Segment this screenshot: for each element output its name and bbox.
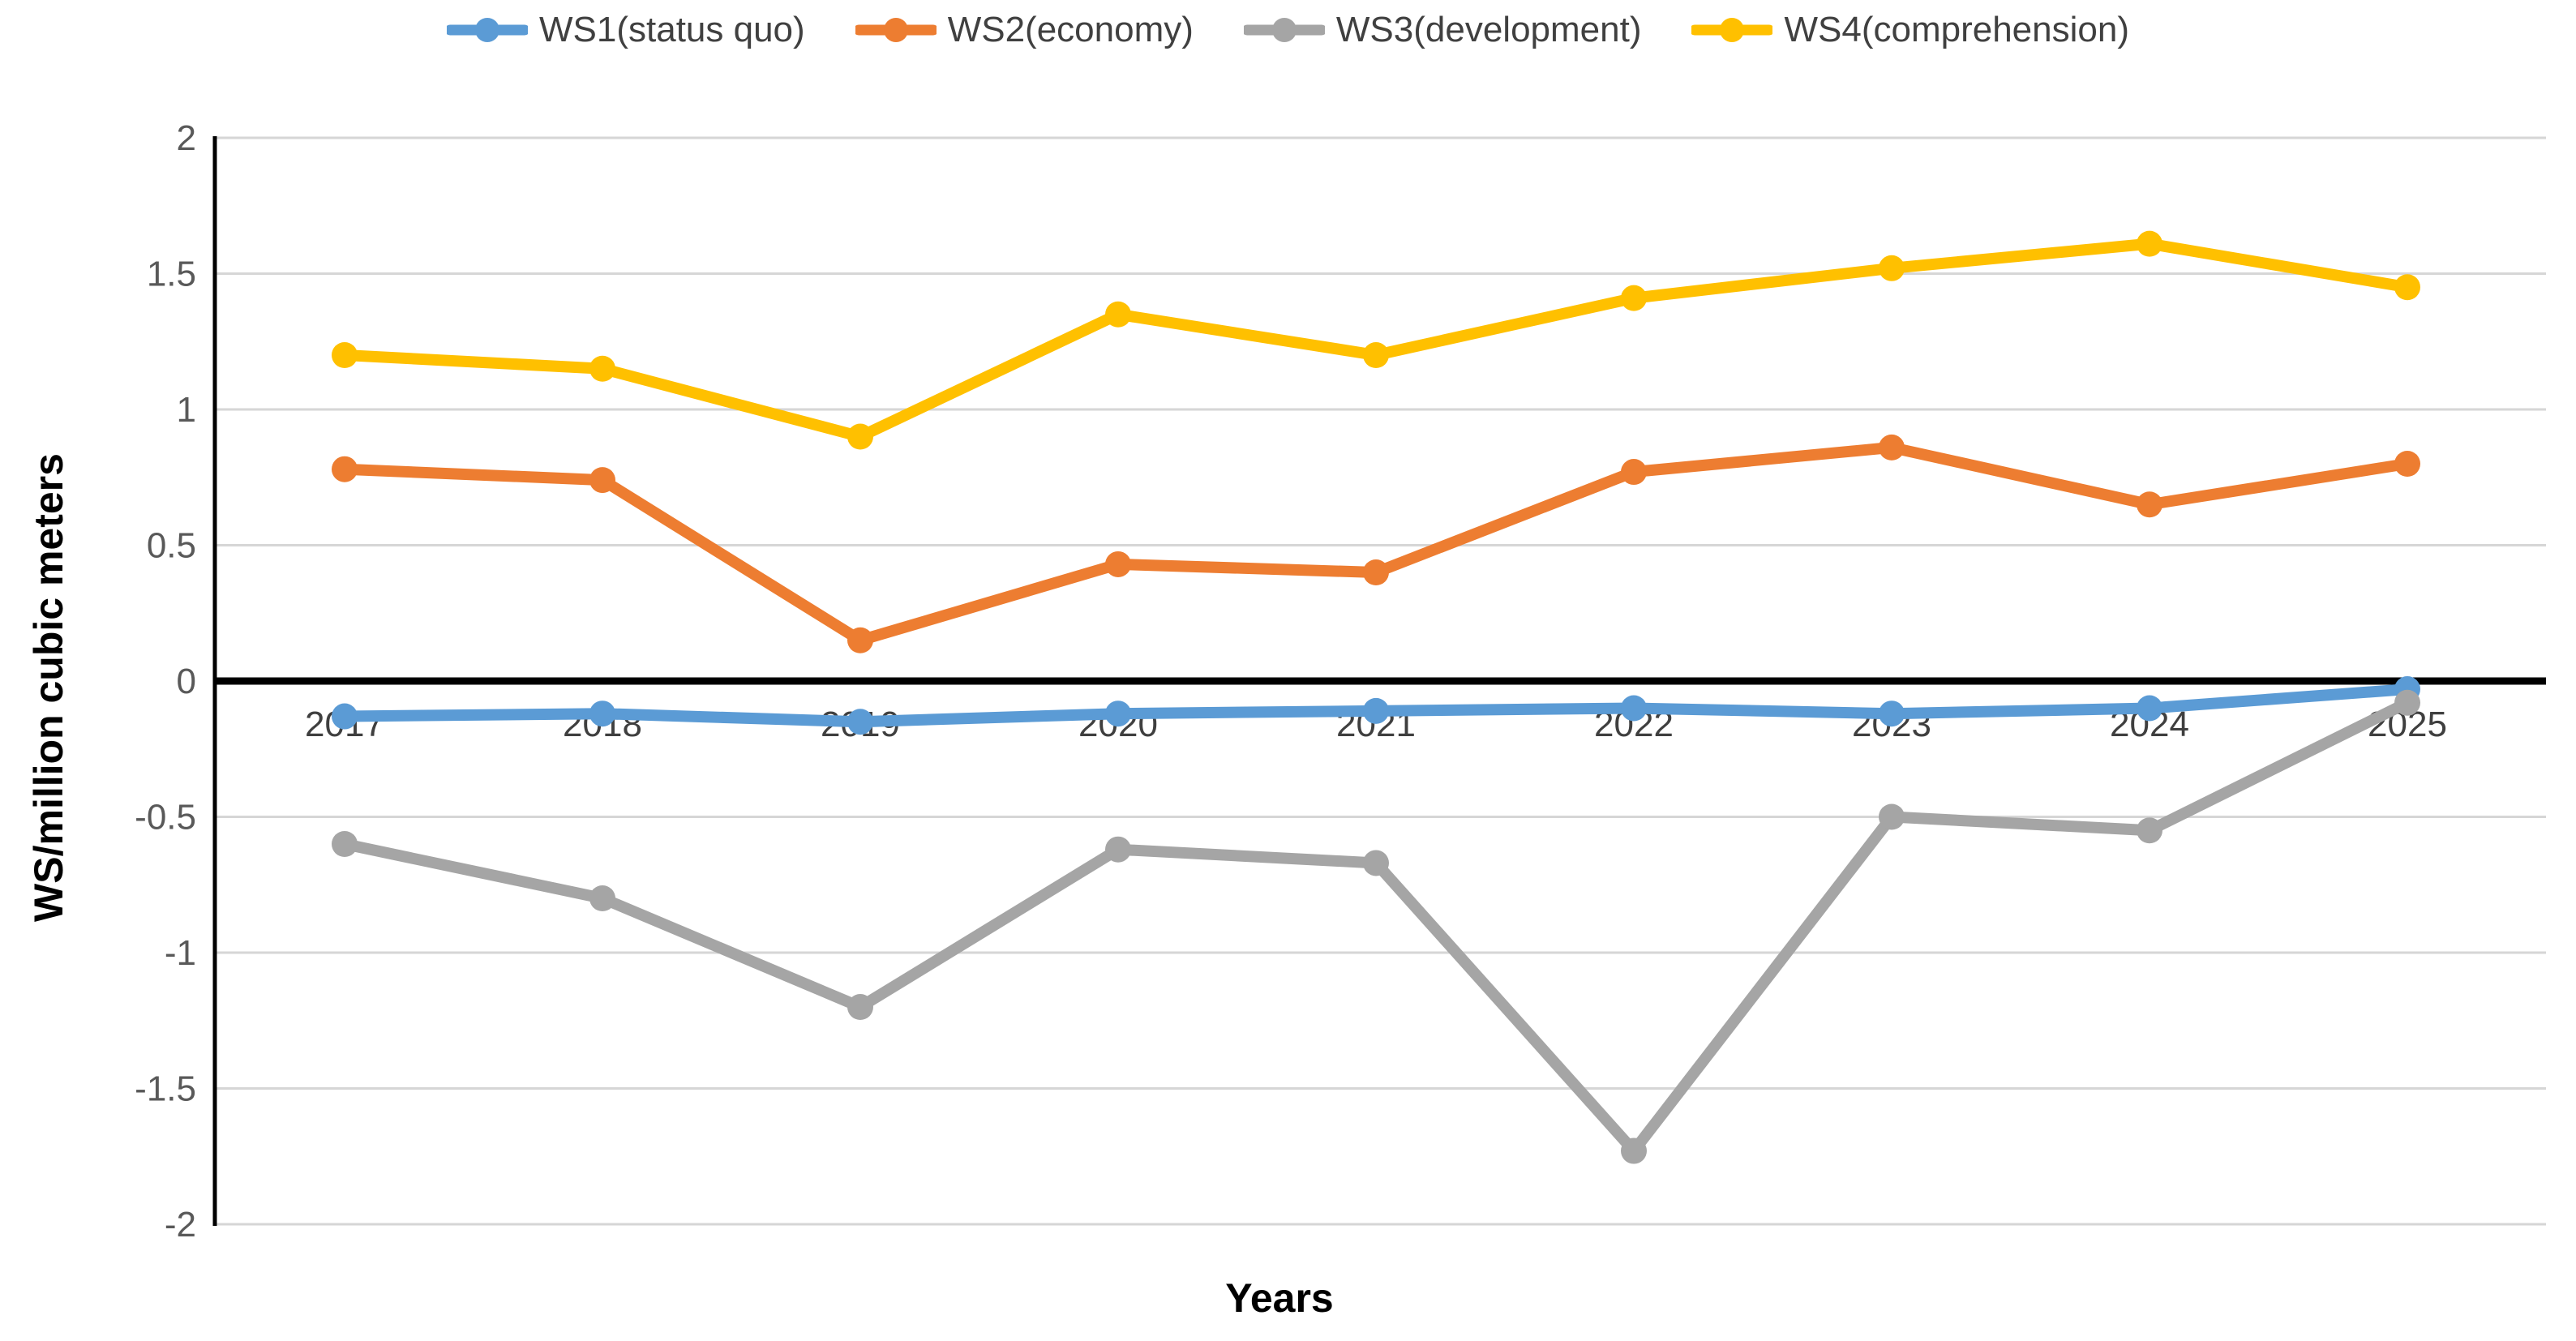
data-point-ws2-2020 — [1105, 551, 1131, 577]
data-point-ws1-2022 — [1621, 695, 1647, 722]
data-point-ws1-2018 — [589, 700, 615, 727]
data-point-ws3-2023 — [1879, 803, 1905, 830]
data-point-ws1-2020 — [1105, 700, 1131, 727]
data-point-ws4-2019 — [847, 423, 873, 450]
y-tick-label: -1.5 — [135, 1069, 196, 1109]
y-tick-labels: 2 1.5 1 0.5 0 -0.5 -1 -1.5 -2 — [135, 118, 196, 1245]
data-point-ws3-2018 — [589, 885, 615, 911]
y-tick-label: 0.5 — [147, 526, 196, 566]
legend-marker-ws4 — [1691, 18, 1773, 42]
y-tick-label: 0 — [177, 662, 196, 701]
series-line-ws2 — [339, 441, 2413, 646]
data-point-ws1-2019 — [847, 709, 873, 735]
data-point-ws4-2018 — [589, 355, 615, 382]
data-point-ws3-2019 — [847, 994, 873, 1020]
data-point-ws2-2024 — [2137, 491, 2162, 518]
data-point-ws3-2022 — [1621, 1137, 1647, 1164]
legend-label-ws1: WS1(status quo) — [539, 10, 805, 49]
data-point-ws3-2017 — [332, 831, 358, 857]
legend-marker-ws1 — [447, 18, 528, 42]
y-axis-title: WS/million cubic meters — [26, 453, 71, 922]
legend-label-ws2: WS2(economy) — [947, 10, 1194, 49]
data-point-ws3-2025 — [2394, 689, 2420, 716]
data-point-ws3-2020 — [1105, 836, 1131, 863]
data-point-ws4-2021 — [1363, 342, 1389, 368]
y-tick-label: 2 — [177, 118, 196, 158]
data-point-ws2-2019 — [847, 627, 873, 653]
y-tick-label: 1.5 — [147, 255, 196, 294]
legend-item-ws1[interactable]: WS1(status quo) — [447, 10, 805, 50]
legend-label-ws4: WS4(comprehension) — [1784, 10, 2129, 49]
y-tick-label: 1 — [177, 390, 196, 430]
data-point-ws4-2020 — [1105, 301, 1131, 328]
data-point-ws1-2023 — [1879, 700, 1905, 727]
y-tick-label: -0.5 — [135, 798, 196, 838]
gridlines — [215, 136, 2546, 1226]
data-point-ws1-2017 — [332, 703, 358, 730]
data-point-ws4-2023 — [1879, 255, 1905, 281]
data-point-ws2-2022 — [1621, 459, 1647, 486]
data-point-ws4-2017 — [332, 342, 358, 368]
data-point-ws3-2024 — [2137, 817, 2162, 844]
data-point-ws2-2025 — [2394, 451, 2420, 477]
data-point-ws2-2023 — [1879, 434, 1905, 461]
data-point-ws2-2018 — [589, 467, 615, 494]
data-point-ws4-2024 — [2137, 230, 2162, 257]
series-lines — [332, 230, 2420, 1164]
y-tick-label: -2 — [165, 1205, 196, 1245]
legend: WS1(status quo) WS2(economy) WS3(develop… — [0, 10, 2576, 50]
data-point-ws2-2021 — [1363, 559, 1389, 585]
legend-label-ws3: WS3(development) — [1335, 10, 1642, 49]
data-point-ws1-2024 — [2137, 695, 2162, 722]
series-line-ws3 — [339, 696, 2413, 1157]
legend-marker-ws3 — [1243, 18, 1325, 42]
legend-item-ws3[interactable]: WS3(development) — [1243, 10, 1642, 50]
y-tick-label: -1 — [165, 933, 196, 973]
legend-item-ws4[interactable]: WS4(comprehension) — [1691, 10, 2129, 50]
data-point-ws4-2022 — [1621, 285, 1647, 311]
x-axis-title: Years — [1225, 1275, 1334, 1321]
data-point-ws1-2021 — [1363, 697, 1389, 724]
data-point-ws2-2017 — [332, 456, 358, 482]
data-point-ws3-2021 — [1363, 850, 1389, 876]
legend-item-ws2[interactable]: WS2(economy) — [855, 10, 1194, 50]
legend-marker-ws2 — [855, 18, 937, 42]
data-point-ws4-2025 — [2394, 274, 2420, 301]
